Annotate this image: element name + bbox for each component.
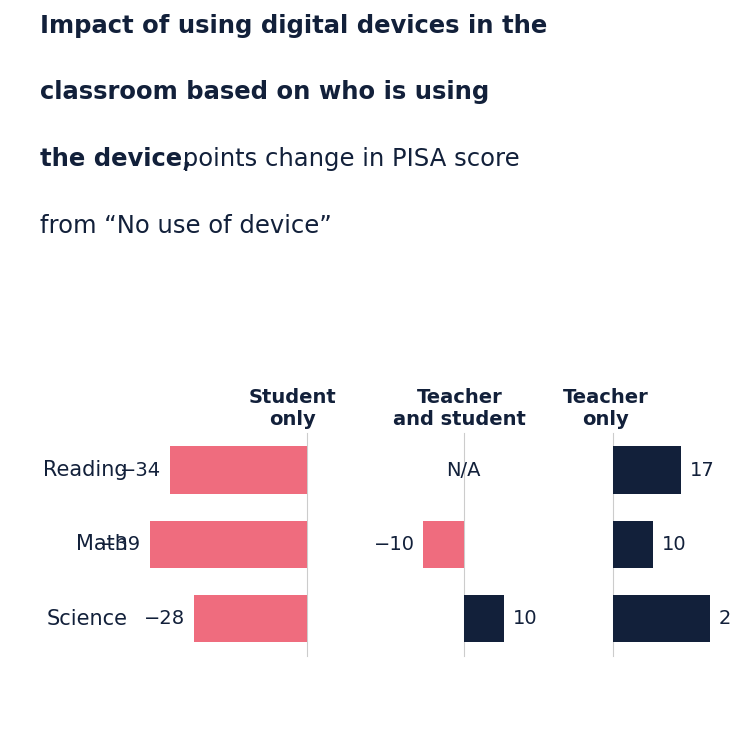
Text: 10: 10	[512, 609, 537, 628]
Text: the device,: the device,	[40, 147, 191, 171]
Bar	[170, 446, 307, 493]
Text: Math: Math	[76, 534, 128, 554]
Text: Teacher
and student: Teacher and student	[393, 388, 526, 429]
Bar	[194, 595, 307, 642]
Text: 24: 24	[718, 609, 730, 628]
Bar	[613, 446, 681, 493]
Text: −10: −10	[374, 535, 415, 554]
Text: 10: 10	[662, 535, 687, 554]
Text: Reading: Reading	[43, 460, 128, 480]
Bar	[613, 520, 653, 568]
Text: classroom based on who is using: classroom based on who is using	[40, 80, 489, 104]
Text: −28: −28	[145, 609, 185, 628]
Bar	[464, 595, 504, 642]
Bar	[613, 595, 710, 642]
Text: −39: −39	[100, 535, 142, 554]
Text: N/A: N/A	[446, 461, 481, 480]
Text: −34: −34	[120, 461, 161, 480]
Text: Teacher
only: Teacher only	[563, 388, 649, 429]
Text: Science: Science	[47, 609, 128, 629]
Text: Student
only: Student only	[248, 388, 336, 429]
Bar	[423, 520, 464, 568]
Text: 17: 17	[691, 461, 715, 480]
Bar	[150, 520, 307, 568]
Text: Impact of using digital devices in the: Impact of using digital devices in the	[40, 14, 548, 38]
Text: from “No use of device”: from “No use of device”	[40, 214, 332, 237]
Text: points change in PISA score: points change in PISA score	[175, 147, 520, 171]
